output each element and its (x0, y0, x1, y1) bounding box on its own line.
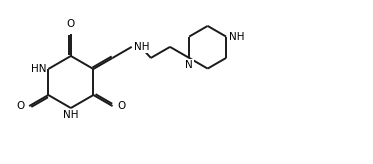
Text: HN: HN (31, 64, 47, 74)
Text: NH: NH (134, 42, 149, 52)
Text: O: O (117, 101, 125, 111)
Text: NH: NH (63, 110, 79, 120)
Text: NH: NH (229, 32, 245, 42)
Text: N: N (185, 60, 193, 70)
Text: O: O (16, 101, 25, 111)
Text: O: O (67, 19, 75, 29)
